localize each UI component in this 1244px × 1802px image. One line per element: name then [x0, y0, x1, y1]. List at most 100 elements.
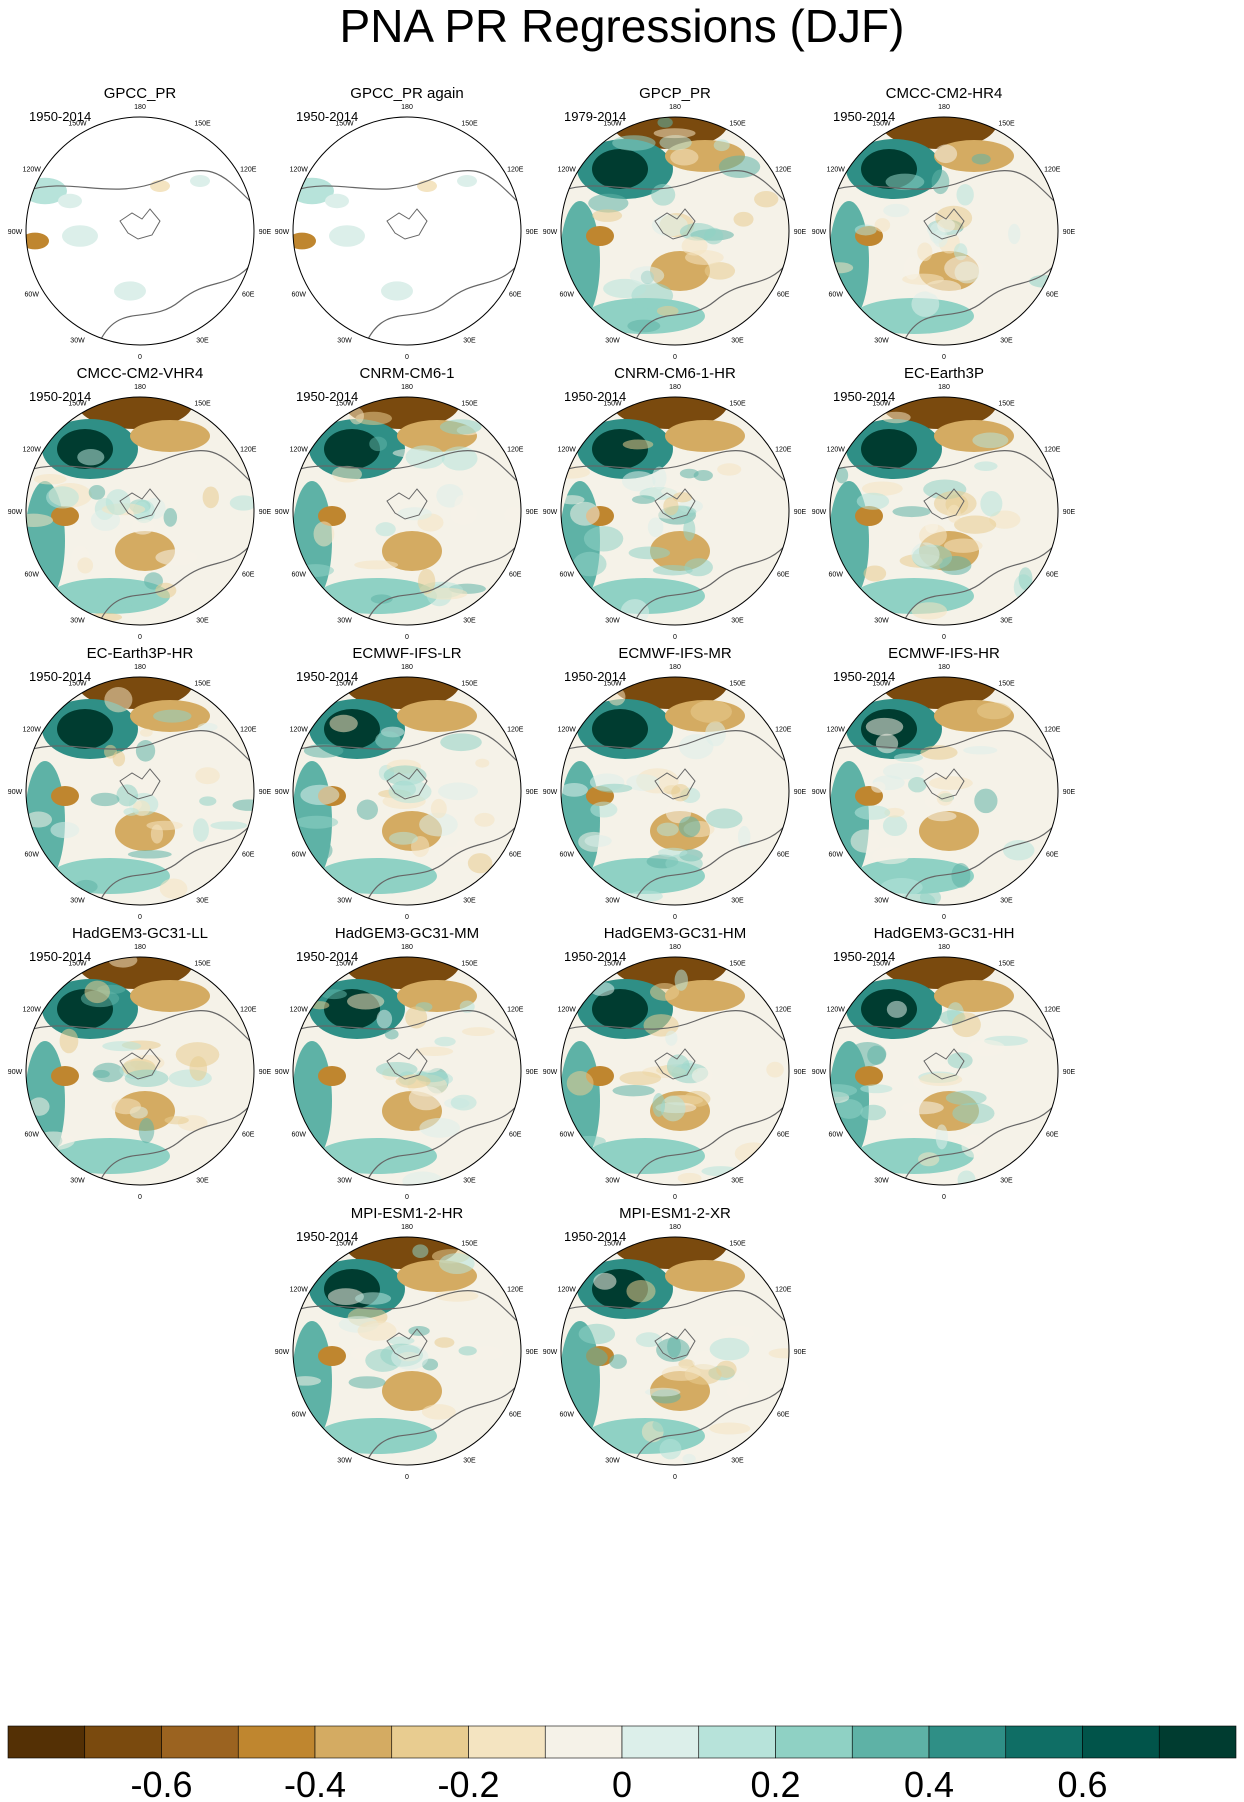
field-patch	[349, 407, 364, 425]
field-patch	[961, 1134, 986, 1158]
colorbar-swatch	[391, 1725, 469, 1759]
panel-period: 1979-2014	[564, 109, 626, 124]
longitude-label: 30W	[337, 337, 352, 344]
field-patch	[369, 436, 388, 452]
field-patch	[835, 466, 849, 484]
field-patch	[127, 850, 172, 859]
field-patch	[651, 214, 688, 237]
field-patch	[647, 517, 664, 538]
field-patch	[903, 256, 920, 280]
map-frame	[829, 956, 1059, 1186]
panel-title: HadGEM3-GC31-LL	[72, 925, 208, 942]
map-frame	[560, 396, 790, 626]
longitude-label: 120E	[507, 167, 524, 174]
field-patch	[155, 582, 177, 599]
field-patch	[199, 796, 217, 806]
colorbar-swatch	[84, 1725, 162, 1759]
panel-period: 1950-2014	[564, 949, 626, 964]
field-patch	[417, 180, 437, 192]
longitude-label: 150E	[461, 401, 478, 408]
longitude-label: 150W	[603, 121, 622, 128]
longitude-label: 60W	[25, 292, 40, 299]
longitude-label: 90W	[275, 1349, 290, 1356]
longitude-label: 60W	[25, 572, 40, 579]
longitude-label: 0	[405, 1194, 409, 1201]
field-patch	[911, 602, 948, 620]
field-patch	[855, 506, 883, 526]
field-patch	[124, 1069, 169, 1087]
longitude-label: 90W	[275, 229, 290, 236]
field-patch	[471, 1346, 503, 1360]
longitude-label: 120E	[507, 727, 524, 734]
field-patch	[691, 1067, 713, 1084]
longitude-label: 60E	[509, 852, 522, 859]
coastline	[293, 730, 518, 762]
field-patch	[944, 538, 983, 553]
field-patch	[164, 1116, 189, 1125]
field-patch	[927, 811, 957, 822]
field-patch	[957, 1170, 976, 1185]
field-patch	[475, 758, 490, 768]
field-patch	[619, 1071, 662, 1086]
coastline	[634, 260, 789, 342]
longitude-label: 120E	[240, 1007, 257, 1014]
longitude-label: 150W	[603, 961, 622, 968]
panel-title: EC-Earth3P-HR	[87, 645, 194, 662]
field-patch	[457, 175, 477, 187]
coastline	[26, 170, 251, 202]
coastline	[293, 450, 518, 482]
field-patch	[1008, 223, 1021, 245]
panel-title: CNRM-CM6-1-HR	[614, 365, 736, 382]
field-patch	[704, 227, 724, 245]
map-frame	[292, 1236, 522, 1466]
field-patch	[951, 1012, 981, 1038]
longitude-label: 30E	[463, 897, 476, 904]
panel-period: 1950-2014	[564, 389, 626, 404]
coastline	[119, 768, 161, 800]
colorbar-tick-label: -0.6	[130, 1764, 192, 1802]
longitude-label: 30W	[874, 1177, 889, 1184]
field-patch	[417, 568, 436, 594]
field-patch	[947, 504, 961, 523]
field-patch	[872, 847, 910, 865]
field-patch	[934, 144, 958, 164]
map-background	[26, 117, 254, 345]
field-patch	[706, 808, 743, 829]
longitude-label: 120W	[827, 167, 846, 174]
field-patch	[375, 731, 401, 750]
field-patch	[690, 700, 732, 723]
field-patch	[573, 1135, 606, 1147]
field-patch	[661, 485, 703, 498]
field-patch	[309, 1001, 330, 1010]
field-patch	[677, 1172, 702, 1184]
field-patch	[854, 1138, 974, 1174]
field-patch	[102, 1041, 142, 1052]
field-patch	[704, 262, 736, 280]
field-patch	[51, 1066, 79, 1086]
coastline	[366, 260, 521, 342]
longitude-label: 60E	[509, 292, 522, 299]
map-panel: 180 150E 120E 90E 60E 30E 0 30W 60W 90W 120W 150W Ha…	[275, 925, 539, 1201]
map-frame	[829, 676, 1059, 906]
coastline	[386, 768, 428, 800]
longitude-label: 90E	[794, 509, 807, 516]
longitude-label: 0	[942, 634, 946, 641]
field-patch	[115, 811, 175, 851]
field-patch	[321, 989, 347, 1000]
map-panel: 180 150E 120E 90E 60E 30E 0 30W 60W 90W 120W 150W EC…	[543, 645, 807, 921]
longitude-label: 60W	[560, 292, 575, 299]
colorbar-swatch	[775, 1725, 853, 1759]
field-patch	[159, 878, 188, 899]
field-patch	[592, 209, 623, 222]
field-patch	[438, 1253, 475, 1274]
field-patch	[376, 1009, 393, 1029]
longitude-label: 60E	[1046, 852, 1059, 859]
coastline	[26, 450, 251, 482]
field-patch	[405, 445, 445, 469]
longitude-label: 180	[669, 664, 681, 671]
field-patch	[26, 811, 53, 828]
field-patch	[77, 557, 94, 574]
longitude-label: 30W	[874, 337, 889, 344]
longitude-label: 150W	[872, 401, 891, 408]
longitude-label: 120W	[558, 1287, 577, 1294]
